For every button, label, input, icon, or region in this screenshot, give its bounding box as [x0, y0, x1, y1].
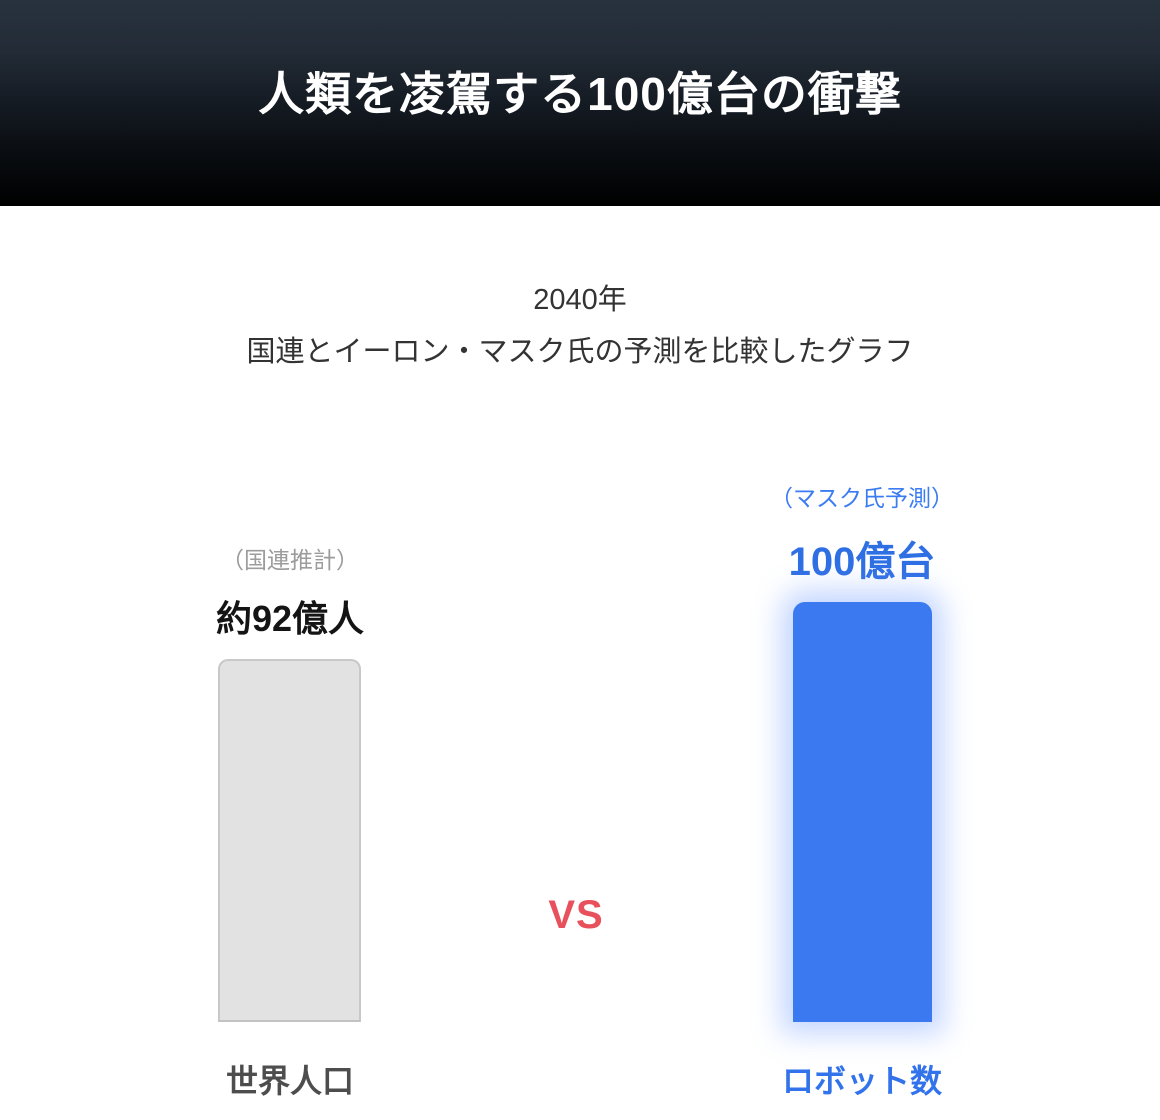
population-category-label: 世界人口	[225, 1063, 354, 1099]
population-source-note: （国連推計）	[221, 547, 359, 573]
robot-bar	[793, 602, 932, 1022]
robot-value: 100億台	[788, 540, 936, 584]
page-title: 人類を凌駕する100億台の衝撃	[258, 68, 902, 120]
chart-year-subtitle: 2040年	[533, 284, 627, 316]
chart-description-subtitle: 国連とイーロン・マスク氏の予測を比較したグラフ	[246, 336, 914, 368]
population-bar	[218, 659, 361, 1022]
header-banner: 人類を凌駕する100億台の衝撃	[0, 0, 1160, 206]
population-value: 約92億人	[215, 598, 365, 639]
vs-separator: VS	[548, 893, 604, 937]
robot-category-label: ロボット数	[781, 1063, 942, 1099]
robot-source-note: （マスク氏予測）	[770, 485, 954, 511]
